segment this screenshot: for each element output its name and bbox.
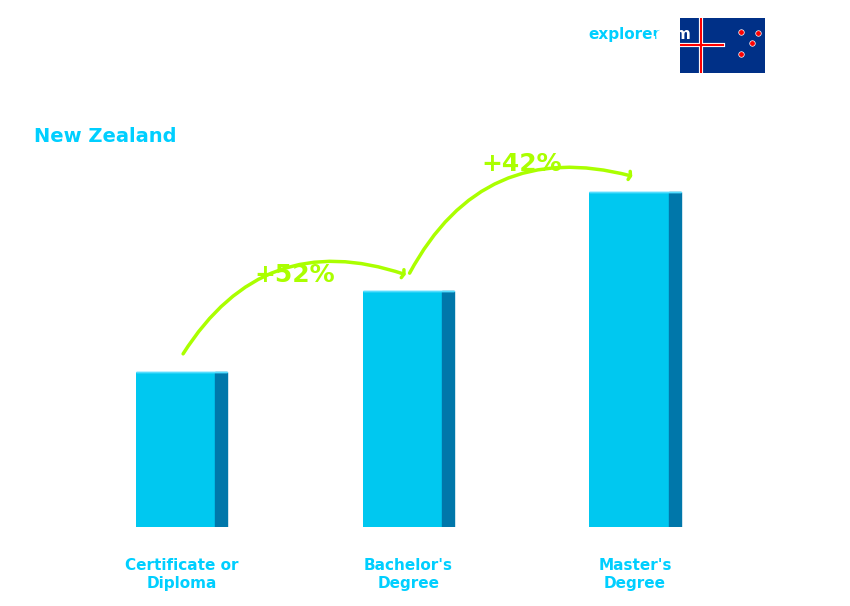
Text: 60,400 NZD: 60,400 NZD (133, 347, 230, 361)
Text: New Zealand: New Zealand (34, 127, 177, 146)
Text: Bachelor's
Degree: Bachelor's Degree (364, 558, 453, 590)
Text: 91,700 NZD: 91,700 NZD (360, 266, 456, 281)
Text: Average Yearly Salary: Average Yearly Salary (824, 242, 834, 364)
Text: Master's
Degree: Master's Degree (598, 558, 672, 590)
Text: Salary Comparison By Education: Salary Comparison By Education (34, 42, 567, 70)
Text: 130,000 NZD: 130,000 NZD (581, 167, 689, 182)
Text: Certificate or
Diploma: Certificate or Diploma (125, 558, 238, 590)
Text: Drilling Engineer: Drilling Engineer (34, 94, 218, 113)
Text: .com: .com (650, 27, 691, 42)
Bar (136, 371, 215, 527)
Text: salary: salary (527, 27, 580, 42)
Bar (215, 371, 227, 527)
Bar (589, 192, 669, 527)
Bar (669, 192, 681, 527)
Text: +42%: +42% (481, 153, 562, 176)
Bar (363, 291, 442, 527)
Bar (442, 291, 454, 527)
Text: explorer: explorer (588, 27, 660, 42)
Text: +52%: +52% (255, 262, 335, 287)
